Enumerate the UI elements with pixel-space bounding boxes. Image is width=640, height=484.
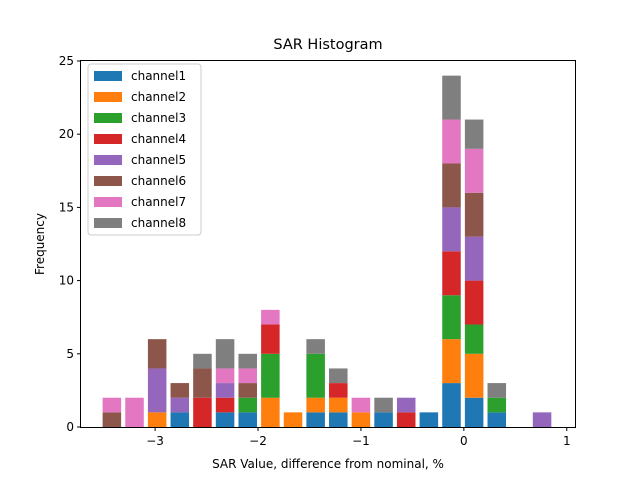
bar-channel4-bin-11 [329, 383, 348, 398]
legend-label-channel4: channel4 [131, 132, 186, 146]
legend-swatch-channel4 [94, 134, 122, 144]
bar-channel2-bin-8 [261, 397, 280, 427]
bar-channel8-bin-13 [374, 397, 393, 413]
legend-label-channel3: channel3 [131, 111, 186, 125]
bar-channel7-bin-1 [102, 397, 122, 413]
bar-channel6-bin-7 [238, 383, 257, 398]
bar-channel3-bin-10 [306, 353, 325, 398]
bar-channel1-bin-17 [464, 397, 484, 427]
y-tick-label: 10 [59, 274, 74, 288]
bar-channel6-bin-3 [147, 339, 167, 369]
bar-channel6-bin-5 [193, 368, 212, 398]
x-tick-label: −3 [146, 434, 164, 448]
bar-channel2-bin-9 [283, 412, 303, 427]
legend-label-channel7: channel7 [131, 195, 186, 209]
bar-channel8-bin-11 [329, 368, 348, 384]
bar-channel2-bin-16 [442, 339, 461, 384]
x-tick-label: −1 [352, 434, 370, 448]
y-tick-label: 15 [59, 200, 74, 214]
bar-channel4-bin-5 [193, 397, 212, 427]
chart-title: SAR Histogram [273, 37, 382, 53]
y-tick-label: 20 [59, 127, 74, 141]
bar-channel4-bin-16 [442, 251, 461, 296]
legend: channel1 channel2 channel3 channel4 channel5… [87, 63, 202, 236]
bar-channel4-bin-6 [215, 397, 235, 413]
x-tick-label: 1 [563, 434, 571, 448]
legend-label-channel6: channel6 [131, 174, 186, 188]
bar-channel7-bin-6 [215, 368, 235, 384]
bar-channel5-bin-14 [396, 397, 416, 413]
bar-channel8-bin-10 [306, 339, 325, 354]
legend-swatch-channel7 [94, 197, 122, 207]
legend-frame [87, 63, 202, 236]
legend-label-channel2: channel2 [131, 90, 186, 104]
bar-channel1-bin-11 [329, 412, 348, 427]
x-tick-label: −2 [249, 434, 267, 448]
bar-channel3-bin-7 [238, 397, 257, 413]
bar-channel7-bin-2 [125, 397, 144, 427]
bar-channel8-bin-16 [442, 75, 461, 120]
x-tick-label: 0 [460, 434, 468, 448]
y-tick-label: 25 [59, 54, 74, 68]
bars-group [102, 75, 552, 427]
bar-channel7-bin-7 [238, 368, 257, 384]
legend-swatch-channel1 [94, 71, 122, 81]
y-tick-label: 0 [66, 420, 74, 434]
x-axis-label: SAR Value, difference from nominal, % [212, 457, 444, 471]
bar-channel5-bin-6 [215, 383, 235, 398]
legend-swatch-channel5 [94, 155, 122, 165]
legend-swatch-channel3 [94, 113, 122, 123]
bar-channel1-bin-7 [238, 412, 257, 427]
bar-channel6-bin-1 [102, 412, 122, 427]
y-tick-label: 5 [66, 347, 74, 361]
bar-channel3-bin-17 [464, 324, 484, 354]
bar-channel8-bin-18 [487, 383, 507, 398]
bar-channel1-bin-10 [306, 412, 325, 427]
bar-channel6-bin-17 [464, 192, 484, 237]
bar-channel1-bin-18 [487, 412, 507, 427]
bar-channel5-bin-3 [147, 368, 167, 413]
legend-swatch-channel6 [94, 176, 122, 186]
bar-channel8-bin-5 [193, 353, 212, 369]
bar-channel7-bin-17 [464, 148, 484, 193]
bar-channel2-bin-3 [147, 412, 167, 427]
bar-channel3-bin-18 [487, 397, 507, 413]
bar-channel5-bin-16 [442, 207, 461, 252]
bar-channel4-bin-14 [396, 412, 416, 427]
bar-channel6-bin-16 [442, 163, 461, 208]
legend-label-channel8: channel8 [131, 216, 186, 230]
bar-channel3-bin-8 [261, 353, 280, 398]
bar-channel1-bin-16 [442, 383, 461, 427]
bar-channel2-bin-17 [464, 353, 484, 398]
bar-channel8-bin-7 [238, 353, 257, 369]
bar-channel4-bin-8 [261, 324, 280, 354]
legend-swatch-channel2 [94, 92, 122, 102]
bar-channel7-bin-16 [442, 119, 461, 164]
legend-label-channel5: channel5 [131, 153, 186, 167]
y-axis-ticks: 0 5 10 15 20 25 [59, 54, 81, 434]
bar-channel3-bin-16 [442, 295, 461, 340]
bar-channel1-bin-6 [215, 412, 235, 427]
bar-channel1-bin-15 [419, 412, 439, 427]
bar-channel8-bin-17 [464, 119, 484, 149]
bar-channel5-bin-4 [170, 397, 190, 413]
bar-channel8-bin-6 [215, 339, 235, 369]
y-axis-label: Frequency [33, 213, 47, 275]
bar-channel2-bin-10 [306, 397, 325, 413]
bar-channel7-bin-12 [351, 397, 371, 413]
bar-channel4-bin-17 [464, 280, 484, 325]
bar-channel7-bin-8 [261, 309, 280, 325]
plot-frame [80, 60, 576, 428]
bar-channel5-bin-20 [532, 412, 552, 427]
x-axis-ticks: −3 −2 −1 0 1 [146, 427, 571, 448]
legend-swatch-channel8 [94, 218, 122, 228]
bar-channel2-bin-11 [329, 397, 348, 413]
bar-channel6-bin-4 [170, 383, 190, 398]
bar-channel5-bin-17 [464, 236, 484, 281]
legend-label-channel1: channel1 [131, 69, 186, 83]
bar-channel1-bin-13 [374, 412, 393, 427]
bar-channel2-bin-12 [351, 412, 371, 427]
bar-channel1-bin-4 [170, 412, 190, 427]
